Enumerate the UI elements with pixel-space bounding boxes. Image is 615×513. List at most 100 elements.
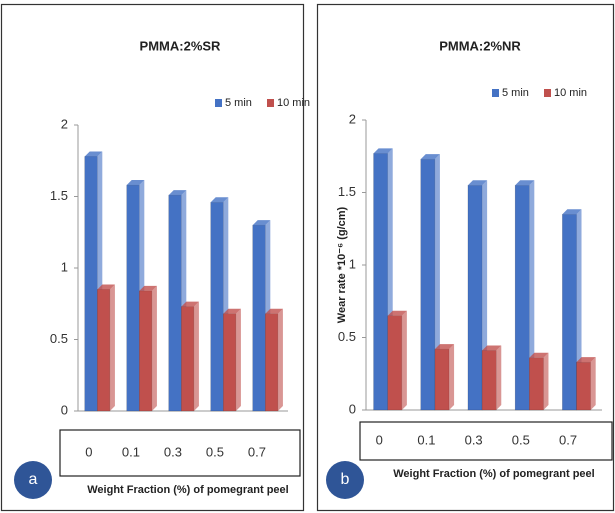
x-tick-label: 0.3 — [465, 432, 483, 447]
y-tick-label: 0 — [61, 402, 68, 417]
bar — [373, 153, 388, 411]
bar — [576, 361, 591, 411]
bar-side — [151, 285, 157, 411]
bar-group — [434, 344, 455, 411]
bar-top — [181, 301, 199, 307]
bar-top — [467, 180, 488, 186]
y-axis-title: Wear rate *10⁻⁶ (g/cm) — [336, 206, 348, 323]
bar-top — [252, 220, 271, 226]
bar — [97, 289, 111, 412]
bar — [181, 306, 195, 412]
bar-top — [168, 190, 187, 196]
bar — [514, 185, 530, 411]
bar — [387, 315, 403, 411]
bar — [481, 350, 497, 411]
x-tick-label: 0.1 — [417, 432, 435, 447]
y-tick-label: 0.5 — [50, 331, 68, 346]
bar-top — [126, 180, 145, 186]
bar-group — [181, 301, 199, 412]
bar-top — [387, 310, 407, 316]
bar — [126, 184, 140, 412]
chart-title: PMMA:2%SR — [140, 38, 222, 53]
bar — [420, 158, 436, 411]
bar — [84, 156, 98, 412]
panel-badge — [14, 461, 52, 499]
bar-top — [515, 180, 535, 186]
bar-side — [401, 310, 407, 410]
x-axis-title: Weight Fraction (%) of pomegrant peel — [87, 484, 288, 496]
bar-top — [562, 209, 582, 215]
bar-side — [590, 357, 596, 410]
category-box — [359, 421, 613, 461]
bar-top — [482, 345, 502, 351]
x-axis-title: Weight Fraction (%) of pomegrant peel — [393, 468, 594, 480]
bar-top — [139, 285, 157, 291]
bar-group — [139, 285, 157, 412]
panel-frame — [0, 3, 305, 512]
legend-label: 5 min — [502, 87, 529, 99]
bar-top — [576, 357, 596, 363]
bar-side — [235, 308, 241, 411]
y-tick-label: 1.5 — [50, 188, 68, 203]
bar-group — [223, 308, 241, 412]
x-tick-label: 0.7 — [559, 432, 577, 447]
bar — [434, 348, 450, 411]
x-tick-label: 0.5 — [206, 444, 224, 459]
x-tick-label: 0 — [85, 444, 92, 459]
legend-label: 5 min — [225, 97, 252, 109]
bar — [467, 185, 483, 411]
bar-group — [562, 209, 582, 411]
bar-group — [265, 308, 283, 412]
legend-swatch — [215, 99, 222, 107]
bar-top — [97, 284, 115, 290]
bar — [265, 313, 279, 412]
x-tick-label: 0.3 — [164, 444, 182, 459]
bar-group — [387, 310, 407, 411]
legend-label: 10 min — [277, 97, 310, 109]
x-tick-label: 0.7 — [248, 444, 266, 459]
panel-label: a — [29, 471, 38, 488]
legend-swatch — [544, 89, 551, 97]
bar-top — [210, 197, 229, 203]
legend-label: 10 min — [554, 87, 587, 99]
panel-label: b — [341, 471, 350, 488]
bar-group — [514, 180, 535, 411]
bar-group — [97, 284, 115, 412]
bar-group — [576, 357, 596, 411]
bar-side — [496, 345, 502, 410]
bar — [168, 194, 182, 412]
bar-side — [193, 301, 199, 411]
bar-side — [543, 352, 549, 410]
y-tick-label: 0 — [349, 401, 356, 416]
bar-top — [434, 344, 455, 350]
bar-side — [449, 344, 455, 410]
bar-side — [277, 308, 283, 411]
bar — [529, 357, 544, 411]
bar — [139, 290, 153, 412]
bar-group — [420, 154, 440, 411]
bar-top — [84, 151, 103, 157]
bar — [223, 313, 237, 412]
x-tick-label: 0.5 — [512, 432, 530, 447]
legend-swatch — [492, 89, 499, 97]
y-tick-label: 0.5 — [338, 329, 356, 344]
x-tick-label: 0.1 — [122, 444, 140, 459]
bar-top — [373, 148, 393, 154]
bar — [210, 201, 224, 412]
bar-group — [481, 345, 502, 411]
panel-frame — [316, 3, 615, 512]
bar — [252, 224, 266, 412]
bar — [562, 214, 577, 411]
bar-group — [529, 352, 549, 411]
y-tick-label: 2 — [349, 111, 356, 126]
chart-title: PMMA:2%NR — [439, 38, 521, 53]
legend-swatch — [267, 99, 274, 107]
category-box — [59, 429, 301, 477]
bar-top — [265, 308, 283, 314]
bar-side — [109, 284, 115, 411]
bar-top — [420, 154, 440, 160]
y-tick-label: 1 — [61, 259, 68, 274]
panel-badge — [326, 461, 364, 499]
